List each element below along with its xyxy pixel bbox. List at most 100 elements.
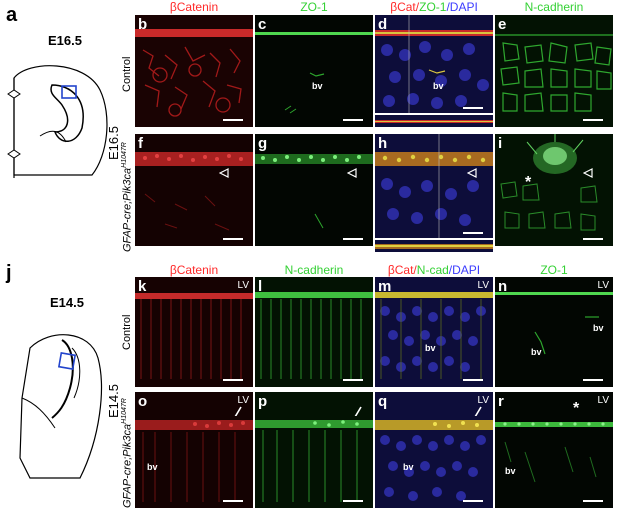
arrowhead-icon-h bbox=[467, 168, 477, 178]
genotype-sup-bottom: H1047R bbox=[121, 398, 128, 424]
arrow-icon-q bbox=[474, 406, 482, 416]
lv-label-k: LV bbox=[237, 280, 250, 291]
header-bottom-3c: /DAPI bbox=[448, 263, 481, 277]
panel-letter-b: b bbox=[138, 16, 148, 33]
panel-letter-d: d bbox=[378, 16, 388, 33]
scale-bar-o bbox=[223, 500, 243, 502]
scale-bar-d bbox=[463, 107, 483, 109]
genotype-sup: H1047R bbox=[121, 142, 128, 168]
panel-i: i * bbox=[495, 134, 613, 246]
brain-schematic-e14 bbox=[19, 334, 102, 479]
panel-r: r LV * bv bbox=[495, 392, 613, 508]
scale-bar-g bbox=[343, 238, 363, 240]
asterisk-r: * bbox=[573, 400, 580, 417]
scale-bar-c bbox=[343, 119, 363, 121]
panel-letter-g: g bbox=[258, 135, 268, 152]
panel-g: g bbox=[255, 134, 373, 246]
scale-bar-i bbox=[583, 238, 603, 240]
bv-label-q: bv bbox=[403, 462, 414, 472]
panel-letter-q: q bbox=[378, 393, 388, 410]
header-bottom-3a: βCat/ bbox=[387, 263, 417, 277]
header-bottom-3b: N-cad bbox=[416, 263, 449, 277]
panel-letter-l: l bbox=[258, 278, 263, 295]
bv-label-n1: bv bbox=[593, 323, 604, 333]
panel-q: q LV bv bbox=[375, 392, 493, 508]
arrow-icon-o bbox=[234, 406, 242, 416]
micrograph-k bbox=[135, 277, 253, 387]
scale-bar-k bbox=[223, 379, 243, 381]
panel-letter-n: n bbox=[498, 278, 508, 295]
header-top-3b: ZO-1 bbox=[419, 0, 447, 14]
header-top-3: βCat/ZO-1/DAPI bbox=[375, 0, 493, 14]
panel-letter-o: o bbox=[138, 393, 148, 410]
micrograph-g bbox=[255, 134, 373, 246]
stage-label-a: E16.5 bbox=[48, 33, 82, 48]
micrograph-n bbox=[495, 277, 613, 387]
micrograph-q bbox=[375, 392, 493, 508]
scale-bar-p bbox=[343, 500, 363, 502]
header-bottom-1: βCatenin bbox=[169, 263, 219, 277]
panel-k: k LV bbox=[135, 277, 253, 387]
bv-label-o: bv bbox=[147, 462, 158, 472]
panel-letter-m: m bbox=[378, 278, 392, 295]
panel-d: d bv bbox=[375, 15, 493, 113]
lv-label-o: LV bbox=[237, 395, 250, 406]
panel-letter-r: r bbox=[498, 393, 504, 410]
bv-label-d: bv bbox=[433, 81, 444, 91]
arrow-icon-p bbox=[354, 406, 362, 416]
panel-l: l bbox=[255, 277, 373, 387]
figure-letter-a: a bbox=[6, 4, 18, 26]
micrograph-o bbox=[135, 392, 253, 508]
panel-m: m LV bv bbox=[375, 277, 493, 387]
scale-bar-m bbox=[463, 379, 483, 381]
side-row-mutant-top: GFAP-cre;Pik3caH1047R bbox=[121, 142, 134, 252]
panel-letter-e: e bbox=[498, 16, 507, 33]
header-top-3c: /DAPI bbox=[446, 0, 478, 14]
panel-n: n LV bv bv bbox=[495, 277, 613, 387]
bv-label-r: bv bbox=[505, 466, 516, 476]
lv-label-m: LV bbox=[477, 280, 490, 291]
panel-h: h bbox=[375, 134, 493, 238]
micrograph-p bbox=[255, 392, 373, 508]
lv-label-r: LV bbox=[597, 395, 610, 406]
header-bottom-4: ZO-1 bbox=[540, 263, 568, 277]
panel-letter-i: i bbox=[498, 135, 503, 152]
arrowhead-icon-g bbox=[347, 168, 357, 178]
arrowhead-icon-i bbox=[583, 168, 593, 178]
micrograph-i bbox=[495, 134, 613, 246]
header-top-1: βCatenin bbox=[169, 0, 219, 14]
stage-label-j: E14.5 bbox=[50, 295, 84, 310]
panel-f: f bbox=[135, 134, 253, 246]
panel-letter-f: f bbox=[138, 135, 143, 152]
scale-bar-b bbox=[223, 119, 243, 121]
panel-c: c bv bbox=[255, 15, 373, 127]
micrograph-m bbox=[375, 277, 493, 387]
panel-letter-k: k bbox=[138, 278, 147, 295]
brain-schematic-coronal bbox=[7, 65, 108, 178]
side-row-mutant-bottom: GFAP-cre;Pik3caH1047R bbox=[121, 398, 134, 508]
header-bottom-3: βCat/N-cad/DAPI bbox=[375, 263, 493, 277]
genotype-label-bottom: GFAP-cre;Pik3ca bbox=[121, 423, 134, 508]
panel-o: o LV bv bbox=[135, 392, 253, 508]
micrograph-e bbox=[495, 15, 613, 127]
header-top-3a: βCat/ bbox=[390, 0, 420, 14]
orthogonal-strip-h bbox=[375, 240, 493, 252]
panel-e: e bbox=[495, 15, 613, 127]
micrograph-c bbox=[255, 15, 373, 127]
micrograph-r bbox=[495, 392, 613, 508]
scale-bar-n bbox=[583, 379, 603, 381]
side-row-control-bottom: Control bbox=[121, 314, 133, 350]
panel-letter-h: h bbox=[378, 135, 388, 152]
scale-bar-h bbox=[463, 232, 483, 234]
scale-bar-r bbox=[583, 500, 603, 502]
micrograph-h bbox=[375, 134, 493, 238]
bv-label-c: bv bbox=[312, 81, 323, 91]
panel-letter-c: c bbox=[258, 16, 267, 33]
micrograph-d bbox=[375, 15, 493, 113]
micrograph-b bbox=[135, 15, 253, 127]
header-top-2: ZO-1 bbox=[300, 0, 328, 14]
micrograph-l bbox=[255, 277, 373, 387]
asterisk-i: * bbox=[525, 174, 532, 191]
orthogonal-strip-d bbox=[375, 115, 493, 127]
side-stage-top: E16.5 bbox=[106, 126, 121, 160]
